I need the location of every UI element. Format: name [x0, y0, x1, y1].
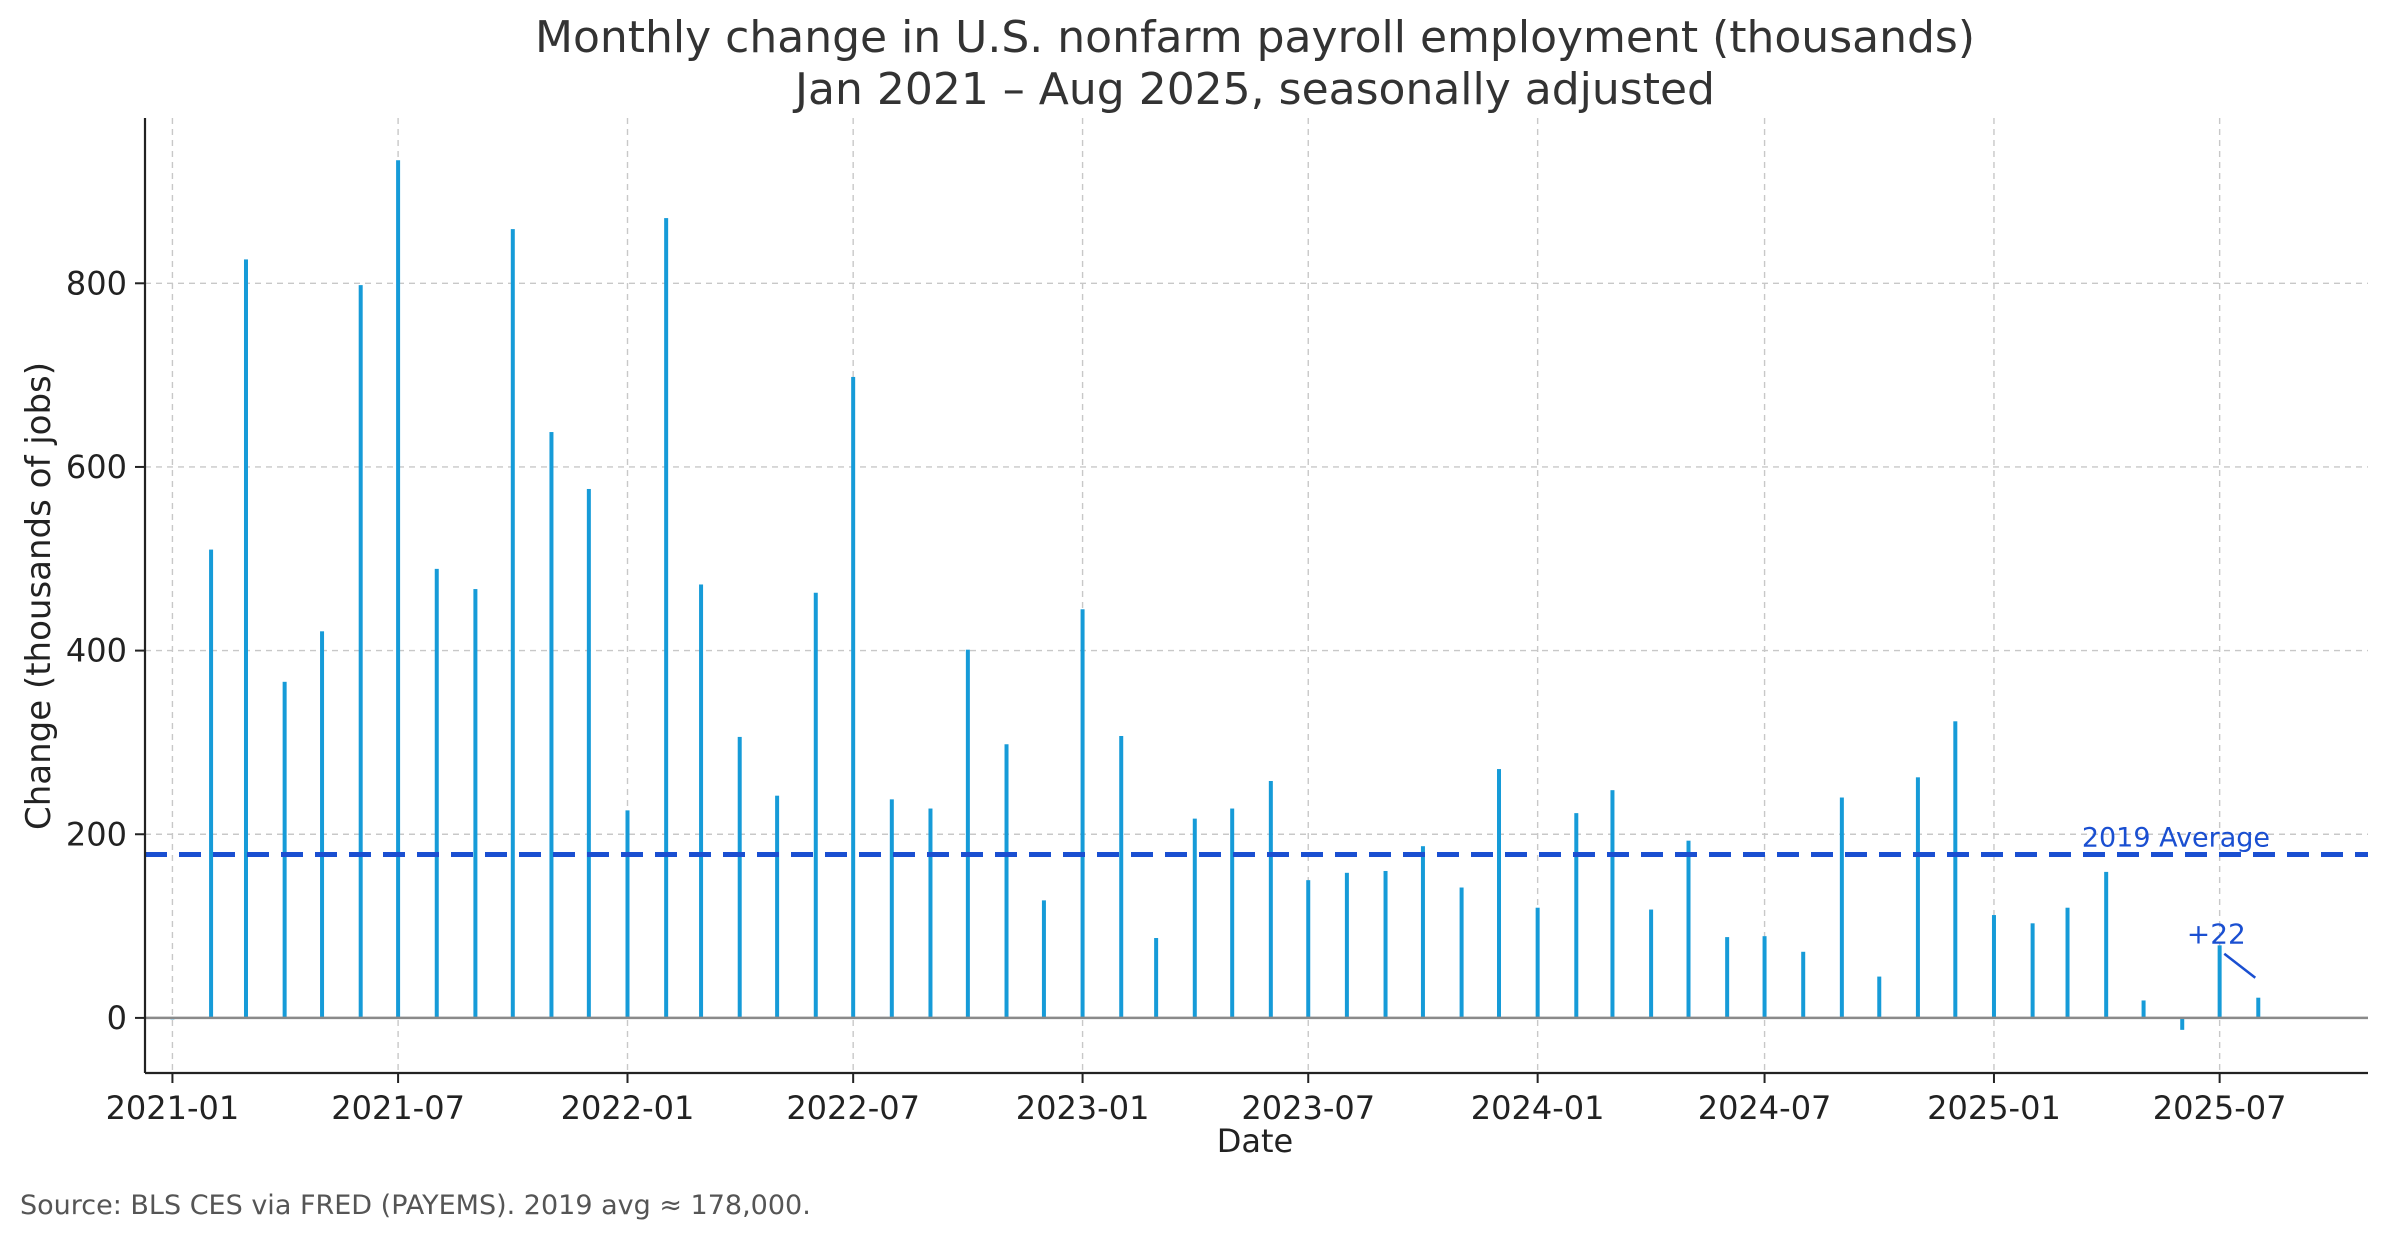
y-tick-label: 600	[66, 448, 127, 486]
bar	[434, 568, 439, 1018]
x-tick-label: 2022-07	[786, 1089, 920, 1127]
bar	[1230, 808, 1235, 1018]
x-tick-label: 2021-01	[106, 1089, 240, 1127]
bar	[1991, 915, 1996, 1018]
y-tick-label: 800	[66, 264, 127, 302]
x-tick-label: 2021-07	[331, 1089, 465, 1127]
bars	[170, 160, 2261, 1030]
reference-line-group: 2019 Average	[145, 822, 2368, 857]
bar	[737, 736, 742, 1018]
bar	[1344, 872, 1349, 1018]
bar	[1080, 609, 1085, 1018]
bar	[851, 376, 856, 1018]
chart-title: Monthly change in U.S. nonfarm payroll e…	[535, 12, 1975, 63]
axes	[135, 118, 2368, 1083]
x-axis-label: Date	[1217, 1122, 1293, 1160]
bar	[2180, 1017, 2185, 1030]
bar	[1877, 976, 1882, 1018]
bar	[1420, 846, 1425, 1018]
bar	[2030, 923, 2035, 1018]
bar	[1610, 790, 1615, 1018]
bar	[699, 584, 704, 1018]
bar	[1725, 937, 1730, 1018]
bar	[2256, 997, 2261, 1018]
tick-labels: 0 200 400 600 800 2021-01 2021-07 2022-01 2022-0…	[66, 264, 2287, 1127]
bar	[1459, 887, 1464, 1018]
bar	[1192, 818, 1197, 1018]
annotation-arrow	[2223, 952, 2257, 979]
bar	[1383, 870, 1388, 1018]
x-tick-label: 2025-07	[2153, 1089, 2287, 1127]
bar	[1915, 777, 1920, 1018]
bar	[1154, 938, 1159, 1018]
annotation-group: +22	[2187, 918, 2257, 979]
bar	[1004, 744, 1009, 1018]
x-tick-label: 2022-01	[561, 1089, 695, 1127]
x-tick-label: 2023-01	[1016, 1089, 1150, 1127]
bar	[396, 160, 401, 1018]
y-axis-label: Change (thousands of jobs)	[19, 362, 59, 830]
bar	[775, 795, 780, 1018]
y-tick-label: 400	[66, 632, 127, 670]
bar	[2065, 907, 2070, 1018]
chart-subtitle: Jan 2021 – Aug 2025, seasonally adjusted	[792, 64, 1715, 115]
bar	[510, 229, 515, 1018]
bar	[625, 810, 630, 1018]
reference-line-label: 2019 Average	[2082, 822, 2270, 853]
bar	[928, 808, 933, 1018]
bar	[1839, 797, 1844, 1018]
bar	[1041, 900, 1046, 1018]
bar	[1649, 909, 1654, 1018]
bar	[2141, 1000, 2146, 1018]
bar	[1496, 769, 1501, 1018]
source-note: Source: BLS CES via FRED (PAYEMS). 2019 …	[20, 1190, 811, 1221]
y-tick-label: 200	[66, 815, 127, 853]
bar	[1306, 880, 1311, 1018]
bar	[1535, 907, 1540, 1018]
bar	[965, 649, 970, 1018]
bar	[473, 589, 478, 1018]
x-tick-label: 2025-01	[1927, 1089, 2061, 1127]
bar	[664, 218, 669, 1018]
bar	[1686, 840, 1691, 1018]
bar	[1762, 936, 1767, 1018]
bar	[243, 259, 248, 1018]
bar	[1801, 951, 1806, 1018]
bar	[813, 592, 818, 1018]
x-tick-label: 2024-07	[1698, 1089, 1832, 1127]
annotation-label: +22	[2187, 918, 2246, 951]
y-tick-label: 0	[107, 999, 127, 1037]
bar	[320, 631, 325, 1018]
bar	[282, 681, 287, 1018]
bar	[2217, 945, 2222, 1018]
bar	[1119, 735, 1124, 1018]
bar	[586, 488, 591, 1018]
bar	[1953, 721, 1958, 1018]
x-tick-label: 2023-07	[1241, 1089, 1375, 1127]
bar	[358, 285, 363, 1018]
bar	[209, 549, 214, 1018]
bar	[2104, 871, 2109, 1018]
bar	[889, 799, 894, 1018]
x-tick-label: 2024-01	[1471, 1089, 1605, 1127]
bar	[1268, 780, 1273, 1018]
bar	[549, 432, 554, 1018]
bar	[1574, 813, 1579, 1018]
